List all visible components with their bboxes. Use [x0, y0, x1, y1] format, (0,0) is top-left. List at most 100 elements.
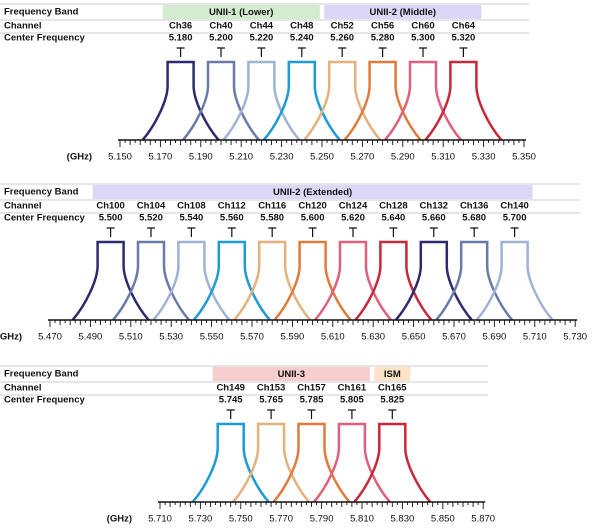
band-label: UNII-3 — [278, 369, 305, 380]
channel-name: Ch132 — [420, 201, 449, 212]
center-frequency: 5.300 — [411, 33, 435, 44]
center-marker — [308, 227, 317, 237]
center-marker — [338, 47, 347, 57]
center-frequency: 5.220 — [250, 33, 274, 44]
axis-label: 5.870 — [471, 514, 495, 525]
center-marker — [459, 47, 468, 57]
center-marker — [106, 227, 115, 237]
channel-mask — [273, 240, 352, 321]
axis-label: 5.730 — [189, 514, 213, 525]
axis-label: 5.630 — [361, 332, 385, 343]
band-label: UNII-1 (Lower) — [209, 7, 273, 18]
row-label: Center Frequency — [4, 395, 85, 406]
channel-mask — [71, 240, 150, 321]
channel-mask — [303, 60, 382, 141]
channel-mask — [262, 60, 341, 141]
center-marker — [349, 227, 357, 237]
axis-label: 5.470 — [38, 332, 62, 343]
channel-name: Ch136 — [460, 201, 489, 212]
axis-label: 5.830 — [391, 514, 415, 525]
center-marker — [429, 227, 438, 237]
channel-name: Ch44 — [250, 21, 274, 32]
axis-label: 5.530 — [159, 332, 183, 343]
axis-unit: (GHz) — [0, 332, 22, 343]
channel-name: Ch161 — [338, 383, 367, 394]
center-frequency: 5.825 — [380, 395, 404, 406]
channel-mask — [152, 240, 231, 321]
channel-mask — [354, 240, 433, 321]
axis-label: 5.710 — [148, 514, 172, 525]
channel-name: Ch116 — [258, 201, 286, 212]
center-frequency: 5.320 — [452, 33, 476, 44]
channel-name: Ch120 — [298, 201, 327, 212]
band-label: UNII-2 (Middle) — [370, 7, 437, 18]
channel-name: Ch40 — [209, 21, 232, 32]
channel-mask — [232, 422, 311, 503]
row-label: Channel — [4, 383, 41, 394]
center-marker — [187, 227, 196, 237]
channel-name: Ch64 — [452, 21, 476, 32]
center-frequency: 5.280 — [371, 33, 395, 44]
row-label: Frequency Band — [4, 369, 79, 380]
center-frequency: 5.785 — [300, 395, 324, 406]
center-frequency: 5.180 — [169, 33, 193, 44]
channel-name: Ch112 — [218, 201, 246, 212]
channel-name: Ch149 — [216, 383, 245, 394]
center-frequency: 5.240 — [290, 33, 314, 44]
axis-label: 5.490 — [79, 332, 103, 343]
channel-mask — [384, 60, 462, 141]
center-frequency: 5.680 — [462, 213, 486, 224]
channel-name: Ch157 — [297, 383, 326, 394]
center-frequency: 5.745 — [219, 395, 243, 406]
channel-name: Ch128 — [379, 201, 408, 212]
row-label: Center Frequency — [4, 33, 85, 44]
channel-mask — [191, 422, 270, 503]
channel-name: Ch100 — [96, 201, 125, 212]
center-frequency: 5.580 — [260, 213, 284, 224]
channel-mask — [112, 240, 190, 321]
axis-label: 5.270 — [351, 152, 375, 163]
channel-mask — [314, 240, 392, 321]
axis-unit: (GHz) — [67, 152, 92, 163]
center-marker — [217, 47, 225, 57]
band-label: ISM — [384, 369, 401, 380]
axis-label: 5.230 — [270, 152, 294, 163]
band-box — [324, 5, 482, 19]
center-frequency: 5.540 — [180, 213, 204, 224]
channel-name: Ch36 — [169, 21, 192, 32]
row-label: Channel — [4, 201, 41, 212]
center-marker — [297, 47, 306, 57]
axis-label: 5.190 — [189, 152, 213, 163]
center-marker — [389, 227, 398, 237]
center-frequency: 5.200 — [209, 33, 233, 44]
axis-label: 5.610 — [321, 332, 345, 343]
center-frequency: 5.765 — [259, 395, 283, 406]
channel-mask — [272, 422, 351, 503]
band-box — [162, 5, 320, 19]
center-marker — [307, 409, 316, 419]
axis-label: 5.150 — [108, 152, 132, 163]
center-marker — [268, 227, 277, 237]
center-marker — [267, 409, 276, 419]
center-frequency: 5.700 — [503, 213, 527, 224]
center-marker — [176, 47, 185, 57]
axis-label: 5.730 — [563, 332, 587, 343]
center-marker — [470, 227, 479, 237]
center-marker — [147, 227, 155, 237]
channel-mask — [343, 60, 422, 141]
row-label: Center Frequency — [4, 213, 85, 224]
axis-label: 5.510 — [119, 332, 143, 343]
axis-label: 5.590 — [281, 332, 305, 343]
center-frequency: 5.520 — [139, 213, 163, 224]
channel-name: Ch124 — [339, 201, 368, 212]
axis-label: 5.170 — [149, 152, 173, 163]
axis-label: 5.550 — [200, 332, 224, 343]
channel-name: Ch56 — [371, 21, 394, 32]
row-label: Frequency Band — [4, 187, 79, 198]
axis-label: 5.250 — [310, 152, 334, 163]
center-frequency: 5.500 — [99, 213, 123, 224]
channel-mask — [141, 60, 220, 141]
axis-unit: (GHz) — [107, 514, 132, 525]
center-marker — [388, 409, 397, 419]
